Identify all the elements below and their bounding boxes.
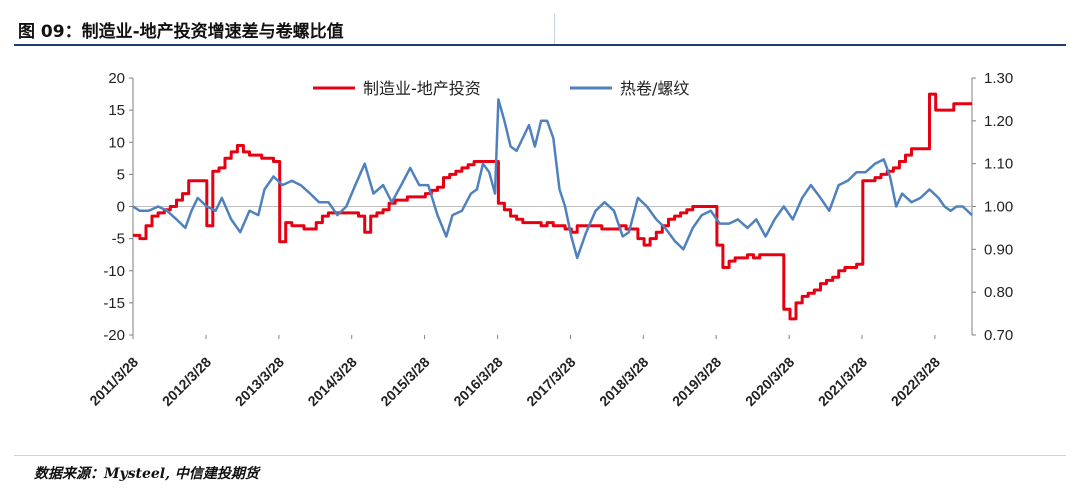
right-tick-label: 0.70 — [984, 327, 1013, 344]
right-tick-label: 1.30 — [984, 70, 1013, 87]
x-tick-label: 2015/3/28 — [377, 354, 433, 410]
left-tick-label: -10 — [103, 263, 125, 280]
x-tick-label: 2014/3/28 — [304, 354, 360, 410]
right-tick-label: 0.90 — [984, 241, 1013, 258]
left-tick-label: -15 — [103, 295, 125, 312]
footer-divider — [14, 455, 1066, 456]
left-tick-label: 20 — [108, 70, 125, 87]
title-separator — [554, 14, 555, 44]
x-tick-label: 2020/3/28 — [742, 354, 798, 410]
title-bar: 图 09：制造业-地产投资增速差与卷螺比值 — [14, 14, 1066, 46]
source-note: 数据来源：Mysteel, 中信建投期货 — [34, 466, 259, 482]
legend: 制造业-地产投资 热卷/螺纹 — [313, 79, 689, 98]
left-tick-label: 5 — [117, 166, 125, 183]
right-tick-label: 0.80 — [984, 284, 1013, 301]
left-tick-label: -20 — [103, 327, 125, 344]
series-layer — [132, 92, 973, 321]
left-tick-label: 0 — [117, 199, 125, 216]
x-tick-label: 2018/3/28 — [596, 354, 652, 410]
left-tick-label: 10 — [108, 134, 125, 151]
x-tick-label: 2013/3/28 — [232, 354, 288, 410]
right-tick-label: 1.10 — [984, 156, 1013, 173]
x-tick-label: 2017/3/28 — [523, 354, 579, 410]
right-tick-label: 1.00 — [984, 199, 1013, 216]
x-tick-label: 2011/3/28 — [86, 354, 141, 409]
x-tick-label: 2021/3/28 — [815, 354, 871, 410]
x-tick-label: 2012/3/28 — [159, 354, 215, 410]
legend-label-1: 制造业-地产投资 — [363, 79, 481, 98]
x-tick-label: 2019/3/28 — [669, 354, 725, 410]
right-tick-label: 1.20 — [984, 113, 1013, 130]
left-tick-label: -5 — [112, 231, 125, 248]
series-line-2 — [132, 98, 973, 260]
legend-label-2: 热卷/螺纹 — [620, 79, 689, 98]
chart-title: 图 09：制造业-地产投资增速差与卷螺比值 — [18, 22, 344, 42]
left-tick-label: 15 — [108, 102, 125, 119]
x-tick-label: 2016/3/28 — [450, 354, 506, 410]
x-tick-label: 2022/3/28 — [888, 354, 944, 410]
axes-layer: 20 15 10 5 0 -5 -10 -15 -20 1.30 1.20 1.10 1.00 0.90 0… — [86, 70, 1013, 409]
series-line-1 — [133, 92, 972, 321]
